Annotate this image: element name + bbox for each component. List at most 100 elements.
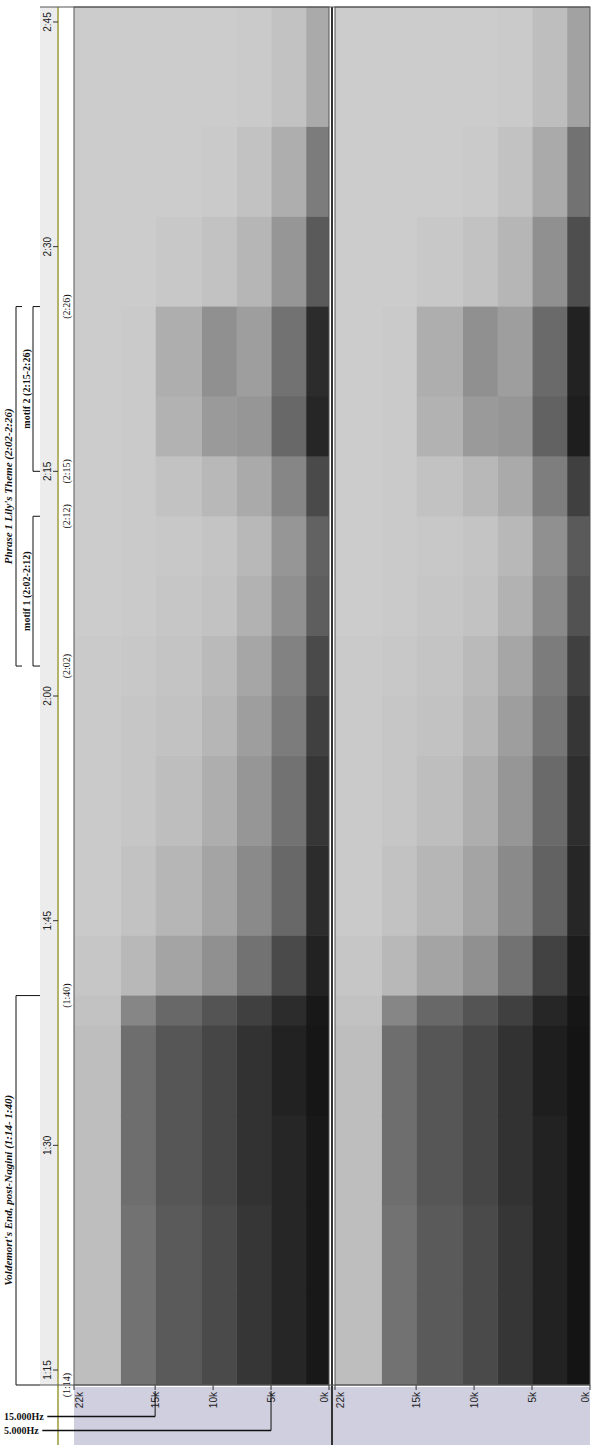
cell [416, 845, 463, 935]
bracket-label: motif 2 (2:15-2:26) [21, 349, 33, 428]
cell [567, 1025, 590, 1115]
cell [74, 1295, 121, 1385]
cell [120, 576, 155, 636]
cell [271, 995, 306, 1025]
cell [202, 636, 237, 696]
cells [74, 7, 329, 1385]
cell [381, 935, 416, 995]
cell [532, 995, 567, 1025]
cell [271, 1115, 306, 1205]
bracket [33, 516, 40, 666]
cell [155, 636, 202, 696]
cell [532, 216, 567, 306]
cell [74, 845, 121, 935]
cell [236, 306, 271, 396]
cell [236, 516, 271, 576]
cell [381, 1205, 416, 1295]
cell [271, 1025, 306, 1115]
cell [381, 1025, 416, 1115]
cell [463, 995, 498, 1025]
cell [202, 516, 237, 576]
cell [271, 7, 306, 127]
cell [567, 845, 590, 935]
cell [306, 216, 329, 306]
cell [74, 935, 121, 995]
freq-marker-line [47, 1416, 155, 1418]
cell [567, 456, 590, 516]
cell [271, 396, 306, 456]
cell [155, 576, 202, 636]
cell [567, 995, 590, 1025]
bracket-label: motif 1 (2:02-2:12) [21, 551, 33, 630]
cell [306, 845, 329, 935]
x-tick-label: 2:45 [42, 12, 53, 32]
cell [74, 7, 121, 127]
cell [532, 126, 567, 216]
cell [335, 845, 382, 935]
cell [306, 636, 329, 696]
cell [497, 306, 532, 396]
cell [497, 935, 532, 995]
cell [416, 995, 463, 1025]
cell [155, 126, 202, 216]
cell [120, 696, 155, 756]
cell [416, 1295, 463, 1385]
cell [463, 1115, 498, 1205]
freq-marker-pointer [271, 1391, 272, 1431]
cell [74, 216, 121, 306]
y-tick [590, 1385, 591, 1390]
cell [463, 935, 498, 995]
cell [335, 576, 382, 636]
cell [532, 1205, 567, 1295]
cell [236, 216, 271, 306]
cell [463, 216, 498, 306]
cell [497, 636, 532, 696]
cell [497, 1115, 532, 1205]
cell [74, 306, 121, 396]
cell [202, 306, 237, 396]
freq-marker-label: 5.000Hz [4, 1425, 39, 1436]
y-tick-label: 5k [527, 1391, 538, 1403]
freq-marker-line [42, 1430, 271, 1432]
cell [335, 755, 382, 845]
x-tick [53, 920, 58, 921]
cell [416, 126, 463, 216]
cell [236, 1205, 271, 1295]
cell [463, 456, 498, 516]
cell [497, 576, 532, 636]
cell [532, 576, 567, 636]
cell [120, 396, 155, 456]
cell [497, 7, 532, 127]
cell [306, 456, 329, 516]
cell [497, 696, 532, 756]
cell [463, 845, 498, 935]
time-marker: (2:26) [61, 294, 73, 318]
cell [463, 636, 498, 696]
cell [416, 576, 463, 636]
cell [271, 306, 306, 396]
cell [567, 396, 590, 456]
cell [532, 636, 567, 696]
y-tick [213, 1385, 214, 1390]
x-tick [53, 1370, 58, 1371]
time-axis-start [40, 1385, 590, 1386]
cell [155, 755, 202, 845]
cell [306, 1205, 329, 1295]
cell [463, 576, 498, 636]
cell [271, 216, 306, 306]
cell [416, 396, 463, 456]
cell [416, 935, 463, 995]
plot-frame [74, 7, 329, 1385]
cell [335, 396, 382, 456]
y-tick-label: 22k [335, 1391, 346, 1408]
cell [74, 1205, 121, 1295]
cell [306, 1295, 329, 1385]
cell [416, 1025, 463, 1115]
cell [532, 755, 567, 845]
cell [155, 216, 202, 306]
cell [416, 755, 463, 845]
cell [335, 995, 382, 1025]
cell [271, 845, 306, 935]
x-tick-label: 2:00 [42, 686, 53, 706]
time-axis-end [40, 7, 590, 8]
